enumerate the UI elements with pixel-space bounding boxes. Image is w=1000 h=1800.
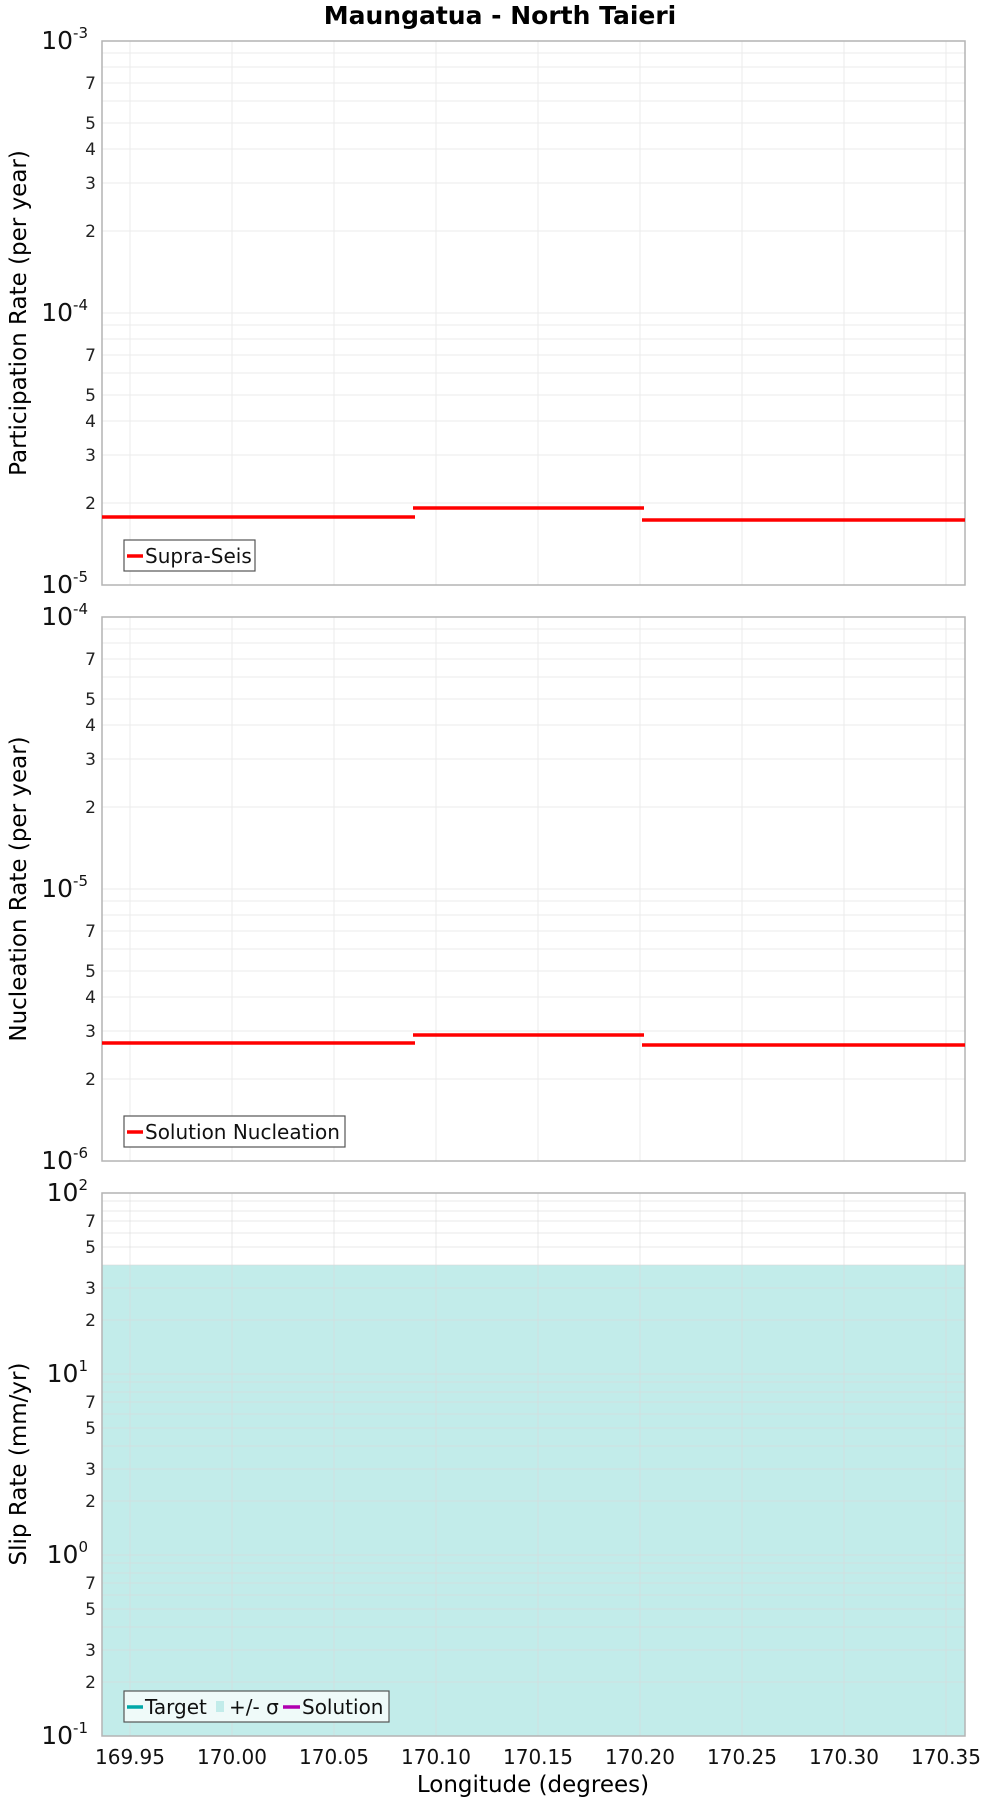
ytick: 7 <box>85 74 96 94</box>
ytick: 3 <box>85 1460 96 1480</box>
ytick: 2 <box>85 494 96 514</box>
ytick-decade: 10-5 <box>41 872 88 903</box>
ytick: 5 <box>85 690 96 710</box>
ytick-decade: 102 <box>47 1176 88 1207</box>
legend: Supra-Seis <box>123 539 256 572</box>
ytick: 2 <box>85 1070 96 1090</box>
plot-frame <box>101 1192 966 1737</box>
legend-label: Supra-Seis <box>145 544 252 568</box>
xtick: 170.35 <box>911 1745 981 1769</box>
legend-label: Solution <box>302 1695 383 1719</box>
x-axis-label: Longitude (degrees) <box>417 1772 649 1798</box>
plot-frame <box>101 616 966 1162</box>
legend: Target +/- σ Solution <box>123 1690 390 1723</box>
ytick: 3 <box>85 1641 96 1661</box>
xtick: 170.05 <box>299 1745 369 1769</box>
ytick: 7 <box>85 650 96 670</box>
ytick: 2 <box>85 1673 96 1693</box>
legend: Solution Nucleation <box>123 1115 346 1148</box>
ytick-decade: 10-3 <box>41 24 88 55</box>
x-axis: 169.95 170.00 170.05 170.10 170.15 170.2… <box>95 1745 981 1798</box>
ytick-decade: 100 <box>47 1538 88 1569</box>
legend-label: Target <box>144 1695 207 1719</box>
ytick-decade: 10-6 <box>41 1144 88 1175</box>
ytick: 7 <box>85 922 96 942</box>
solution-nucleation-series <box>102 1033 965 1047</box>
ytick: 7 <box>85 1574 96 1594</box>
ytick: 3 <box>85 1279 96 1299</box>
xtick: 170.00 <box>197 1745 267 1769</box>
chart-title: Maungatua - North Taieri <box>324 1 677 30</box>
ytick: 5 <box>85 1238 96 1258</box>
legend-label: +/- σ <box>229 1695 279 1719</box>
grid <box>102 1193 965 1736</box>
ytick: 3 <box>85 750 96 770</box>
ytick-decade: 10-1 <box>41 1719 88 1750</box>
ytick: 2 <box>85 1492 96 1512</box>
ytick: 5 <box>85 1419 96 1439</box>
ytick-decade: 101 <box>47 1357 88 1388</box>
xtick: 170.25 <box>707 1745 777 1769</box>
legend-sigma-swatch-icon <box>216 1701 224 1712</box>
ytick-decade: 10-4 <box>41 296 88 327</box>
supra-seis-series <box>102 506 965 522</box>
ytick: 3 <box>85 446 96 466</box>
y-axis-label: Slip Rate (mm/yr) <box>6 1363 32 1566</box>
xtick: 170.15 <box>503 1745 573 1769</box>
ytick: 5 <box>85 386 96 406</box>
ytick: 3 <box>85 174 96 194</box>
ytick-decade: 10-5 <box>41 568 88 599</box>
panel-nucleation: 10-4 7 5 4 3 2 10-5 7 5 4 3 2 10-6 Nucle… <box>6 600 966 1175</box>
y-axis-label: Participation Rate (per year) <box>6 150 32 476</box>
grid <box>102 41 965 585</box>
legend-label: Solution Nucleation <box>145 1120 340 1144</box>
ytick: 5 <box>85 962 96 982</box>
xtick: 170.20 <box>605 1745 675 1769</box>
ytick: 3 <box>85 1022 96 1042</box>
ytick: 4 <box>85 988 96 1008</box>
plot-frame <box>101 40 966 586</box>
ytick: 4 <box>85 140 96 160</box>
ytick: 7 <box>85 346 96 366</box>
ytick: 5 <box>85 1600 96 1620</box>
xtick: 170.30 <box>809 1745 879 1769</box>
panel-participation: 10-3 7 5 4 3 2 10-4 7 5 4 3 2 10-5 Parti… <box>6 24 966 599</box>
ytick: 2 <box>85 798 96 818</box>
ytick: 4 <box>85 412 96 432</box>
panel-slip-rate: 102 7 5 3 2 101 7 5 3 2 100 7 5 3 2 10-1… <box>6 1176 966 1750</box>
ytick: 7 <box>85 1212 96 1232</box>
ytick: 2 <box>85 222 96 242</box>
ytick: 7 <box>85 1393 96 1413</box>
ytick: 4 <box>85 716 96 736</box>
ytick: 2 <box>85 1311 96 1331</box>
xtick: 169.95 <box>95 1745 165 1769</box>
y-axis-label: Nucleation Rate (per year) <box>6 736 32 1041</box>
grid <box>102 617 965 1161</box>
xtick: 170.10 <box>401 1745 471 1769</box>
ytick: 5 <box>85 114 96 134</box>
ytick-decade: 10-4 <box>41 600 88 631</box>
